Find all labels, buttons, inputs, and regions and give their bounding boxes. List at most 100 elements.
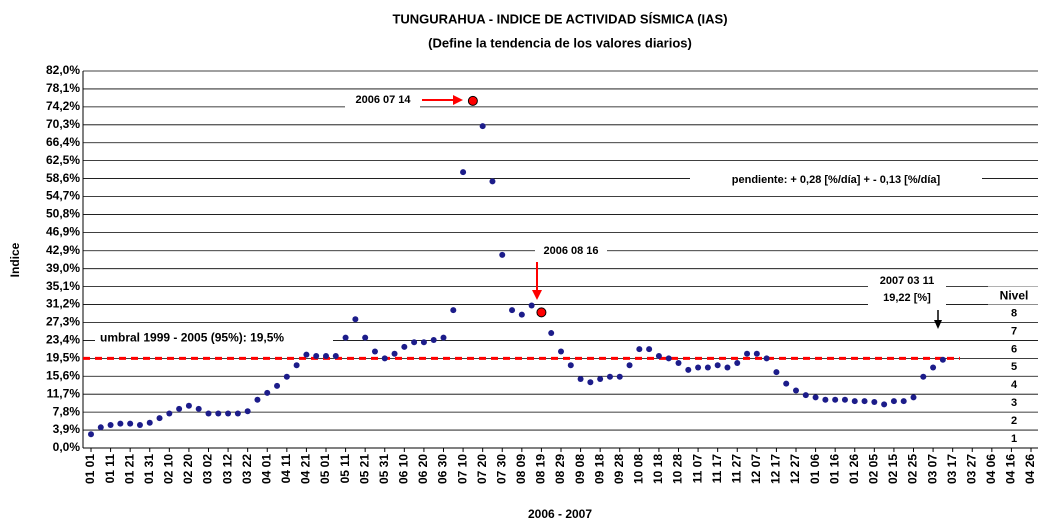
x-tick-label: 02 25 bbox=[906, 454, 920, 484]
data-point bbox=[734, 359, 741, 366]
y-tick-label: 42,9% bbox=[46, 243, 80, 257]
x-tick-label: 10 08 bbox=[632, 454, 646, 484]
annotation-bg bbox=[690, 172, 982, 188]
y-tick-label: 82,0% bbox=[46, 63, 80, 77]
data-point bbox=[802, 392, 809, 399]
data-point bbox=[391, 350, 398, 357]
x-tick-label: 01 26 bbox=[847, 454, 861, 484]
x-tick-label: 01 31 bbox=[142, 454, 156, 484]
x-tick-label: 08 19 bbox=[534, 454, 548, 484]
data-point bbox=[773, 369, 780, 376]
x-axis-title: 2006 - 2007 bbox=[528, 507, 592, 521]
y-tick-label: 15,6% bbox=[46, 368, 80, 382]
level-label: 6 bbox=[1011, 343, 1017, 355]
x-tick-label: 04 01 bbox=[259, 454, 273, 484]
data-point bbox=[597, 376, 604, 383]
data-point bbox=[509, 307, 516, 314]
x-tick-label: 09 08 bbox=[573, 454, 587, 484]
data-point bbox=[293, 362, 300, 369]
data-point bbox=[812, 394, 819, 401]
y-tick-label: 50,8% bbox=[46, 207, 80, 221]
y-tick-label: 46,9% bbox=[46, 225, 80, 239]
data-point bbox=[655, 353, 662, 360]
x-tick-label: 01 21 bbox=[122, 454, 136, 484]
data-point bbox=[88, 431, 94, 438]
data-point bbox=[930, 364, 937, 371]
x-tick-label: 09 28 bbox=[612, 454, 626, 484]
data-point bbox=[861, 398, 868, 405]
x-tick-label: 04 11 bbox=[279, 454, 293, 484]
x-tick-label: 05 31 bbox=[377, 454, 391, 484]
x-tick-label: 07 10 bbox=[455, 454, 469, 484]
data-point bbox=[518, 311, 525, 318]
x-tick-label: 11 27 bbox=[729, 454, 743, 484]
y-tick-label: 31,2% bbox=[46, 297, 80, 311]
x-tick-label: 09 18 bbox=[592, 454, 606, 484]
annotation-bg bbox=[345, 92, 420, 108]
level-label: 3 bbox=[1011, 397, 1017, 409]
annotation: 2006 08 16 bbox=[543, 245, 598, 257]
data-point bbox=[587, 379, 594, 386]
annotation: 2007 03 11 bbox=[880, 275, 934, 287]
data-point bbox=[753, 350, 760, 357]
chart-title: TUNGURAHUA - INDICE DE ACTIVIDAD SÍSMICA… bbox=[392, 11, 727, 26]
x-tick-label: 05 01 bbox=[318, 454, 332, 484]
y-tick-label: 39,0% bbox=[46, 261, 80, 275]
data-point bbox=[244, 408, 251, 415]
x-tick-label: 03 17 bbox=[945, 454, 959, 484]
data-point bbox=[467, 95, 478, 106]
data-point bbox=[626, 362, 633, 369]
data-point bbox=[362, 334, 369, 341]
level-label: 2 bbox=[1011, 415, 1017, 427]
data-point bbox=[536, 307, 547, 318]
y-tick-label: 66,4% bbox=[46, 135, 80, 149]
x-tick-label: 03 07 bbox=[925, 454, 939, 484]
levels-bg bbox=[988, 286, 1038, 305]
data-point bbox=[195, 405, 202, 412]
y-tick-label: 11,7% bbox=[47, 386, 81, 400]
data-point bbox=[146, 419, 153, 426]
y-axis-title: Indice bbox=[8, 242, 22, 277]
data-point bbox=[920, 373, 927, 380]
data-point bbox=[890, 398, 897, 405]
annotation: 2006 07 14 bbox=[355, 94, 411, 106]
data-point bbox=[822, 396, 829, 403]
x-tick-label: 04 21 bbox=[299, 454, 313, 484]
x-tick-label: 10 28 bbox=[671, 454, 685, 484]
data-point bbox=[107, 422, 114, 429]
data-point bbox=[323, 353, 329, 360]
y-tick-label: 3,9% bbox=[53, 422, 81, 436]
data-point bbox=[313, 353, 320, 360]
x-tick-label: 02 05 bbox=[867, 454, 881, 484]
arrow-head bbox=[453, 95, 463, 105]
x-tick-label: 08 29 bbox=[553, 454, 567, 484]
data-point bbox=[97, 424, 104, 431]
y-tick-label: 19,5% bbox=[46, 351, 80, 365]
y-tick-label: 23,4% bbox=[46, 333, 80, 347]
data-point bbox=[401, 343, 408, 350]
data-point bbox=[675, 359, 682, 366]
y-tick-label: 70,3% bbox=[46, 117, 80, 131]
data-point bbox=[704, 364, 711, 371]
level-label: 4 bbox=[1011, 379, 1018, 391]
data-point bbox=[793, 387, 799, 394]
data-point bbox=[264, 389, 271, 396]
x-tick-label: 02 10 bbox=[162, 454, 176, 484]
data-point bbox=[117, 420, 124, 427]
data-point bbox=[636, 346, 643, 353]
x-tick-label: 04 06 bbox=[984, 454, 998, 484]
data-point bbox=[205, 410, 212, 417]
data-point bbox=[900, 398, 907, 405]
y-tick-label: 7,8% bbox=[53, 404, 81, 418]
chart-subtitle: (Define la tendencia de los valores diar… bbox=[428, 35, 692, 50]
arrow-head bbox=[934, 320, 942, 329]
arrow-head bbox=[532, 290, 542, 300]
threshold-label: umbral 1999 - 2005 (95%): 19,5% bbox=[100, 331, 284, 345]
data-point bbox=[303, 351, 310, 358]
data-point bbox=[616, 373, 623, 380]
data-point bbox=[420, 339, 427, 346]
data-point bbox=[460, 169, 467, 176]
x-tick-label: 05 11 bbox=[338, 454, 352, 484]
level-label: 8 bbox=[1011, 307, 1017, 319]
